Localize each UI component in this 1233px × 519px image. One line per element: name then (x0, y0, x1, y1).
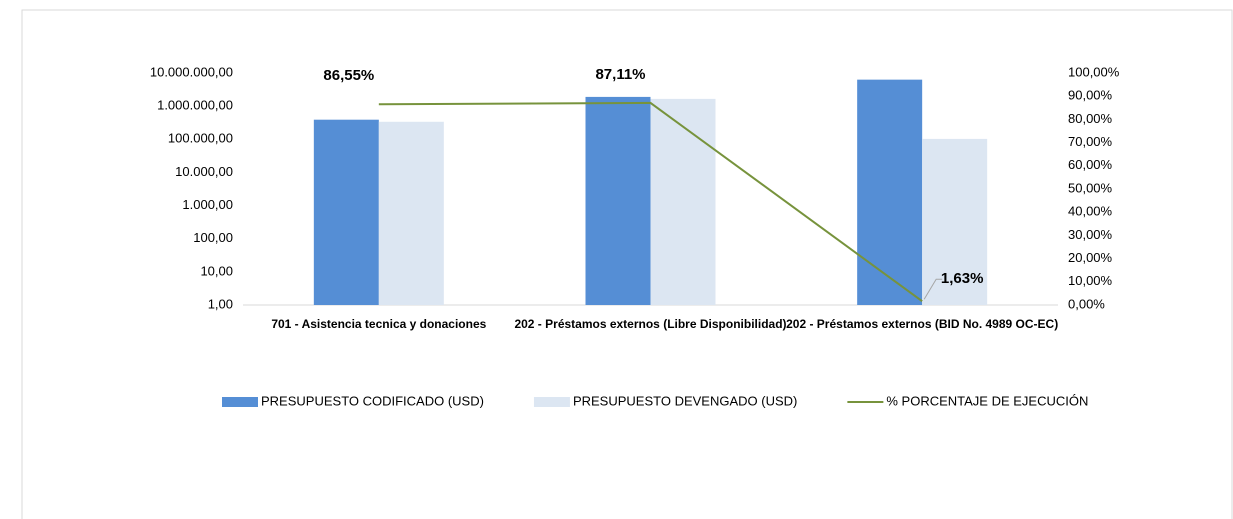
legend-label: PRESUPUESTO CODIFICADO (USD) (261, 393, 484, 408)
x-tick-label: 202 - Préstamos externos (Libre Disponib… (514, 317, 786, 331)
x-tick-label: 701 - Asistencia tecnica y donaciones (271, 317, 486, 331)
data-label: 1,63% (941, 270, 984, 287)
y2-tick-label: 90,00% (1068, 88, 1113, 103)
y-tick-label: 100.000,00 (168, 131, 233, 146)
y2-tick-label: 60,00% (1068, 157, 1113, 172)
x-tick-label: 202 - Préstamos externos (BID No. 4989 O… (786, 317, 1058, 331)
y2-tick-label: 80,00% (1068, 111, 1113, 126)
y-tick-label: 1,00 (208, 296, 233, 311)
legend-label: % PORCENTAJE DE EJECUCIÓN (886, 393, 1088, 408)
y2-tick-label: 20,00% (1068, 250, 1113, 265)
y2-tick-label: 0,00% (1068, 296, 1105, 311)
y-tick-label: 10.000.000,00 (150, 64, 233, 79)
y-tick-label: 10,00 (200, 263, 233, 278)
data-label: 86,55% (323, 67, 374, 84)
bar (378, 121, 444, 305)
leader-line (923, 278, 943, 300)
legend-swatch (533, 397, 570, 407)
bar (650, 98, 716, 306)
y2-tick-label: 100,00% (1068, 64, 1120, 79)
data-label: 87,11% (595, 66, 645, 83)
y-tick-label: 10.000,00 (175, 164, 233, 179)
bar (585, 96, 651, 305)
y2-tick-label: 30,00% (1068, 227, 1113, 242)
bar (313, 119, 379, 306)
bar (857, 79, 923, 306)
legend-label: PRESUPUESTO DEVENGADO (USD) (573, 393, 797, 408)
y2-tick-label: 50,00% (1068, 180, 1113, 195)
y-tick-label: 1.000.000,00 (157, 98, 233, 113)
chart-frame (21, 9, 1233, 519)
y2-tick-label: 70,00% (1068, 134, 1113, 149)
y2-tick-label: 40,00% (1068, 204, 1113, 219)
line (378, 101, 923, 303)
y2-tick-label: 10,00% (1068, 273, 1113, 288)
y-tick-label: 100,00 (193, 230, 233, 245)
bar (922, 138, 988, 305)
legend-swatch (222, 397, 258, 407)
y-tick-label: 1.000,00 (182, 197, 233, 212)
